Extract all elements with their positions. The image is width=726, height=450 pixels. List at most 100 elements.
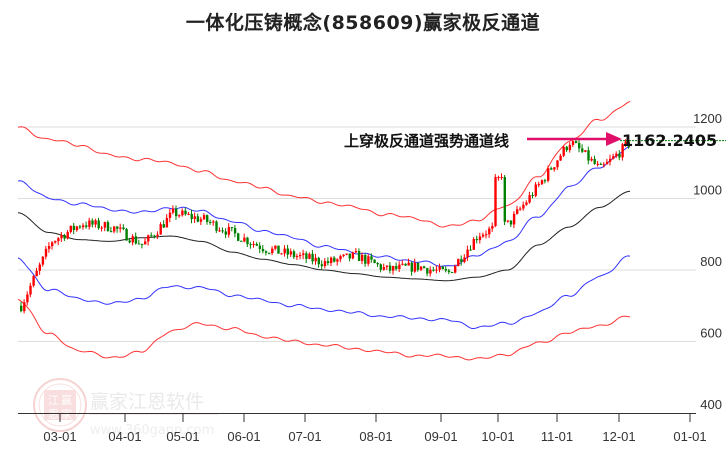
candle	[156, 234, 159, 237]
candle	[385, 265, 389, 268]
candle	[221, 230, 224, 232]
candle	[330, 257, 333, 264]
candle	[311, 253, 314, 262]
candle	[82, 225, 85, 228]
candle	[537, 184, 541, 186]
seal-char: 江	[48, 394, 59, 407]
candle	[147, 235, 150, 242]
candle	[357, 251, 361, 261]
candle	[299, 254, 302, 257]
candle	[478, 236, 482, 241]
candle	[497, 177, 500, 179]
candle	[469, 249, 472, 251]
candle	[88, 220, 91, 227]
candle	[503, 177, 506, 222]
candle	[323, 261, 327, 267]
candle	[178, 215, 181, 217]
candle	[171, 208, 175, 213]
candle	[72, 225, 76, 231]
candle	[444, 269, 448, 271]
candle	[295, 256, 299, 258]
candle	[159, 224, 162, 235]
candle	[274, 245, 277, 249]
x-tick-label: 08-01	[359, 429, 392, 444]
candle	[528, 195, 531, 203]
y-tick-label: 1000	[693, 183, 722, 198]
candle	[568, 144, 572, 151]
x-tick-label: 01-01	[673, 429, 706, 444]
candle	[103, 222, 107, 228]
candle	[348, 253, 351, 259]
candle	[491, 226, 494, 229]
candle	[292, 251, 296, 257]
candle	[252, 243, 255, 245]
candle	[47, 246, 51, 249]
candle	[506, 220, 510, 222]
candle	[258, 245, 262, 249]
candle	[584, 150, 587, 152]
candle	[35, 270, 38, 277]
candle	[426, 268, 429, 274]
candle	[457, 259, 460, 267]
candle	[91, 220, 94, 225]
candle	[432, 269, 435, 271]
candle	[218, 230, 221, 232]
candle	[289, 251, 293, 255]
candle	[209, 221, 212, 223]
candle	[308, 253, 311, 259]
candle	[423, 266, 426, 269]
candle	[416, 262, 420, 270]
candle	[463, 257, 466, 262]
candle	[612, 156, 615, 159]
x-tick-label: 05-01	[166, 429, 199, 444]
grid-lines	[18, 126, 696, 342]
candle	[212, 221, 215, 223]
x-tick-label: 06-01	[227, 429, 260, 444]
candle	[581, 148, 584, 152]
candle	[119, 227, 122, 229]
candle	[271, 248, 274, 254]
x-tick-label: 04-01	[108, 429, 141, 444]
candle	[283, 248, 286, 254]
candle	[29, 285, 32, 295]
candle	[562, 146, 565, 156]
candle	[106, 222, 110, 232]
candle	[512, 213, 516, 225]
candle	[624, 141, 627, 145]
candle	[233, 228, 237, 234]
candle	[500, 177, 503, 179]
candle	[302, 253, 305, 255]
y-tick-label: 400	[700, 397, 722, 412]
candle	[336, 259, 339, 262]
candle	[534, 184, 537, 196]
candle	[475, 239, 479, 241]
candle	[317, 257, 320, 265]
candle	[376, 263, 379, 265]
candle	[20, 305, 23, 312]
candle	[162, 224, 165, 228]
candle	[410, 262, 413, 272]
candle	[100, 227, 103, 229]
candle	[605, 161, 609, 165]
seal-char: 恩	[48, 408, 59, 421]
x-tick-label: 03-01	[43, 429, 76, 444]
candle	[32, 276, 35, 286]
candle	[454, 266, 457, 273]
candle	[69, 225, 72, 232]
candle	[268, 252, 271, 254]
annotation-value: 1162.2405	[622, 131, 717, 150]
chart-title: 一体化压铸概念(858609)赢家极反通道	[185, 12, 541, 34]
annotation-label: 上穿极反通道强势通道线	[344, 132, 509, 150]
candlesticks	[20, 137, 630, 314]
candle	[314, 257, 317, 262]
candle	[66, 231, 69, 239]
candle	[485, 234, 488, 236]
candle	[571, 141, 575, 145]
candle	[593, 158, 596, 164]
watermark-brand: 赢家江恩软件	[90, 391, 204, 413]
candle	[345, 253, 348, 255]
candle	[150, 235, 153, 237]
candle	[206, 215, 209, 222]
candle	[153, 235, 156, 237]
